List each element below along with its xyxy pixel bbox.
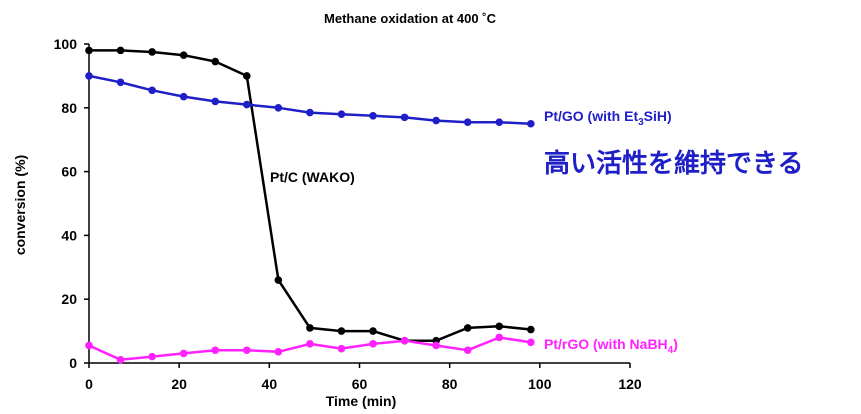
data-point-ptc — [337, 327, 346, 335]
data-point-ptgo — [85, 72, 93, 80]
x-tick-label: 20 — [171, 376, 187, 392]
data-point-ptgo — [463, 118, 472, 126]
data-point-ptrgo — [85, 341, 93, 350]
data-point-ptrgo — [400, 336, 409, 345]
data-point-ptgo — [495, 118, 504, 126]
x-tick-label: 100 — [528, 376, 552, 392]
data-point-ptgo — [306, 108, 314, 117]
x-tick-label: 120 — [618, 376, 642, 392]
series-ptrgo — [85, 333, 535, 364]
y-tick-label: 0 — [69, 355, 77, 371]
x-tick-label: 0 — [85, 376, 93, 392]
data-point-ptrgo — [306, 340, 314, 348]
y-axis-label: conversion (%) — [12, 155, 28, 255]
y-tick-label: 20 — [61, 291, 77, 307]
x-tick-label: 40 — [262, 376, 278, 392]
data-point-ptc — [495, 322, 504, 331]
x-tick-label: 60 — [352, 376, 368, 392]
x-ticks: 0 20 40 60 80 100 120 — [85, 363, 642, 392]
data-point-ptgo — [274, 104, 283, 112]
data-point-ptrgo — [495, 333, 504, 342]
series-label-ptrgo-sub: 4 — [668, 345, 674, 356]
data-point-ptrgo — [116, 356, 125, 364]
series-ptgo — [85, 72, 535, 128]
annotation-note: 高い活性を維持できる — [544, 148, 803, 178]
series-line-ptgo — [88, 74, 531, 126]
data-point-ptc — [242, 72, 251, 80]
data-point-ptc — [306, 324, 314, 332]
series-label-ptgo-main: Pt/GO (with Et — [544, 108, 638, 124]
data-point-ptrgo — [337, 344, 346, 353]
data-point-ptrgo — [211, 346, 220, 355]
series-layer — [85, 46, 535, 364]
series-line-ptc — [89, 49, 531, 342]
data-point-ptc — [116, 46, 125, 55]
data-point-ptc — [463, 324, 472, 332]
series-label-ptrgo-main: Pt/rGO (with NaBH — [544, 336, 668, 352]
data-point-ptgo — [400, 113, 409, 122]
data-point-ptc — [274, 276, 283, 284]
data-point-ptrgo — [463, 346, 472, 355]
data-point-ptc — [85, 46, 93, 55]
series-label-ptrgo-tail: ) — [673, 336, 678, 352]
series-label-ptgo-sub: 3 — [638, 117, 644, 128]
x-axis-label: Time (min) — [326, 393, 397, 409]
data-point-ptgo — [179, 92, 188, 101]
data-point-ptgo — [337, 110, 346, 118]
data-point-ptrgo — [274, 348, 283, 356]
data-point-ptrgo — [432, 341, 440, 350]
data-point-ptc — [179, 51, 188, 59]
data-point-ptc — [148, 48, 156, 56]
series-label-ptc: Pt/C (WAKO) — [270, 169, 355, 185]
data-point-ptrgo — [242, 346, 251, 355]
data-point-ptrgo — [179, 349, 188, 358]
data-point-ptc — [211, 57, 220, 66]
data-point-ptgo — [211, 97, 220, 106]
data-point-ptrgo — [527, 338, 535, 347]
chart-title: Methane oxidation at 400 ˚C — [324, 11, 497, 26]
axes: 0 20 40 60 80 100 0 20 40 60 80 100 120 — [54, 36, 642, 392]
series-label-ptrgo: Pt/rGO (with NaBH4) — [544, 336, 678, 356]
series-ptc — [85, 46, 535, 345]
x-tick-label: 80 — [442, 376, 458, 392]
data-point-ptrgo — [369, 340, 377, 348]
data-point-ptrgo — [148, 352, 156, 361]
data-point-ptgo — [432, 116, 440, 125]
data-point-ptgo — [148, 86, 156, 95]
y-tick-label: 100 — [54, 36, 78, 52]
data-point-ptc — [527, 325, 535, 334]
data-point-ptc — [369, 327, 377, 335]
y-tick-label: 40 — [61, 227, 77, 243]
y-tick-label: 60 — [61, 164, 77, 180]
data-point-ptgo — [242, 100, 251, 109]
y-ticks: 0 20 40 60 80 100 — [54, 36, 89, 371]
series-label-ptgo-tail: SiH) — [644, 108, 672, 124]
y-tick-label: 80 — [61, 100, 77, 116]
data-point-ptgo — [527, 119, 535, 128]
series-label-ptgo: Pt/GO (with Et3SiH) — [544, 108, 672, 128]
data-point-ptgo — [369, 111, 377, 120]
data-point-ptgo — [116, 78, 125, 87]
